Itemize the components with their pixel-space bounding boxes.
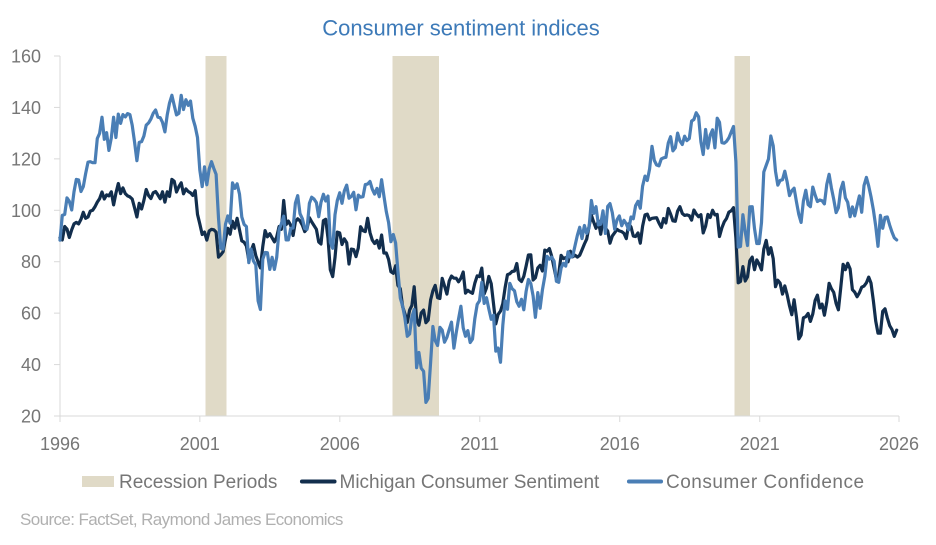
svg-text:Consumer Confidence: Consumer Confidence <box>666 472 865 493</box>
svg-text:1996: 1996 <box>40 434 80 454</box>
svg-text:40: 40 <box>21 355 41 375</box>
svg-text:2006: 2006 <box>320 434 360 454</box>
svg-text:140: 140 <box>11 98 41 118</box>
svg-text:Source: FactSet, Raymond James: Source: FactSet, Raymond James Economics <box>20 510 343 529</box>
svg-text:2001: 2001 <box>180 434 220 454</box>
svg-text:2016: 2016 <box>600 434 640 454</box>
svg-text:2021: 2021 <box>740 434 780 454</box>
svg-text:80: 80 <box>21 252 41 272</box>
svg-text:120: 120 <box>11 149 41 169</box>
svg-text:100: 100 <box>11 201 41 221</box>
svg-text:60: 60 <box>21 304 41 324</box>
svg-text:Michigan Consumer Sentiment: Michigan Consumer Sentiment <box>340 472 601 493</box>
svg-text:160: 160 <box>11 47 41 67</box>
svg-text:2026: 2026 <box>879 434 919 454</box>
svg-text:Consumer sentiment indices: Consumer sentiment indices <box>322 16 600 41</box>
svg-text:Recession Periods: Recession Periods <box>119 472 277 493</box>
svg-text:2011: 2011 <box>460 434 499 454</box>
svg-text:20: 20 <box>21 407 41 427</box>
